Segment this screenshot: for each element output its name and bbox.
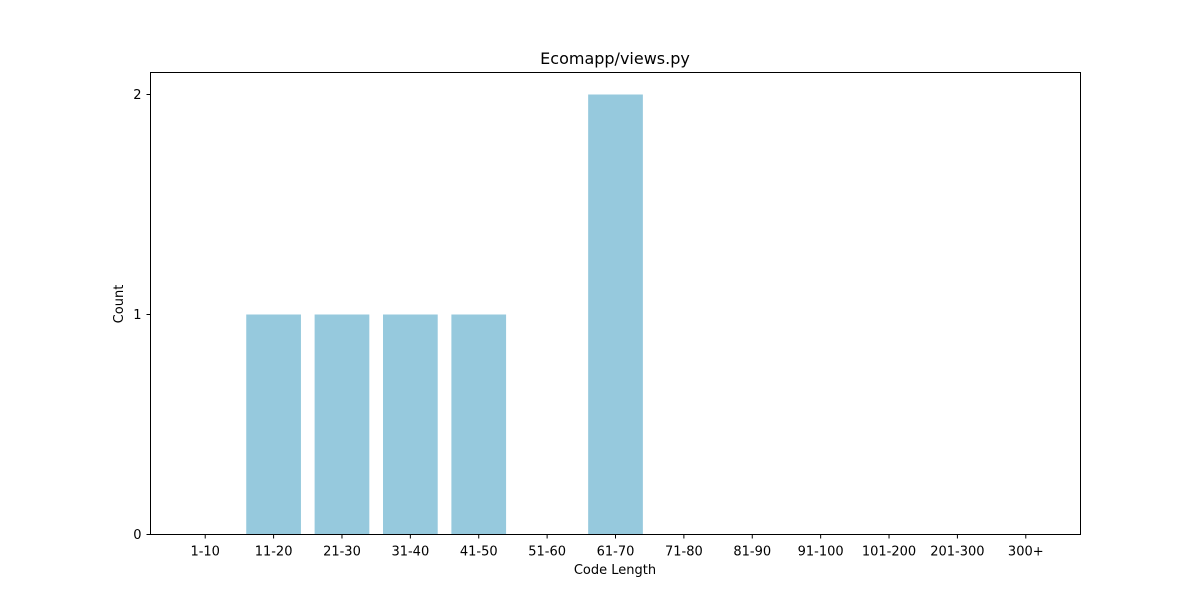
chart-title: Ecomapp/views.py (540, 49, 690, 68)
y-tick-label: 1 (133, 308, 141, 323)
bar-21-30 (314, 314, 370, 535)
x-tick-label: 1-10 (190, 545, 220, 560)
x-tick-label: 81-90 (733, 545, 771, 560)
x-tick-label: 21-30 (323, 545, 361, 560)
x-tick-label: 101-200 (862, 545, 916, 560)
x-tick-label: 31-40 (391, 545, 429, 560)
x-tick-label: 11-20 (255, 545, 293, 560)
y-tick-label: 0 (133, 528, 141, 543)
y-axis-label: Count (112, 285, 127, 324)
x-axis: 1-10 11-20 21-30 31-40 41-50 51-60 61-70 71-80 8… (190, 534, 1044, 560)
x-axis-label: Code Length (574, 563, 656, 578)
bar-61-70 (588, 94, 643, 535)
y-tick-label: 2 (133, 88, 141, 103)
bar-41-50 (451, 314, 507, 535)
x-tick-label: 71-80 (665, 545, 703, 560)
x-tick-label: 51-60 (528, 545, 566, 560)
x-tick-label: 41-50 (460, 545, 498, 560)
bars-layer (246, 94, 643, 535)
x-tick-label: 91-100 (798, 545, 844, 560)
bar-31-40 (383, 314, 438, 535)
x-tick-label: 300+ (1008, 545, 1044, 560)
y-axis: 0 1 2 (133, 88, 151, 543)
x-tick-label: 61-70 (597, 545, 635, 560)
bar-11-20 (246, 314, 301, 535)
x-tick-label: 201-300 (930, 545, 984, 560)
